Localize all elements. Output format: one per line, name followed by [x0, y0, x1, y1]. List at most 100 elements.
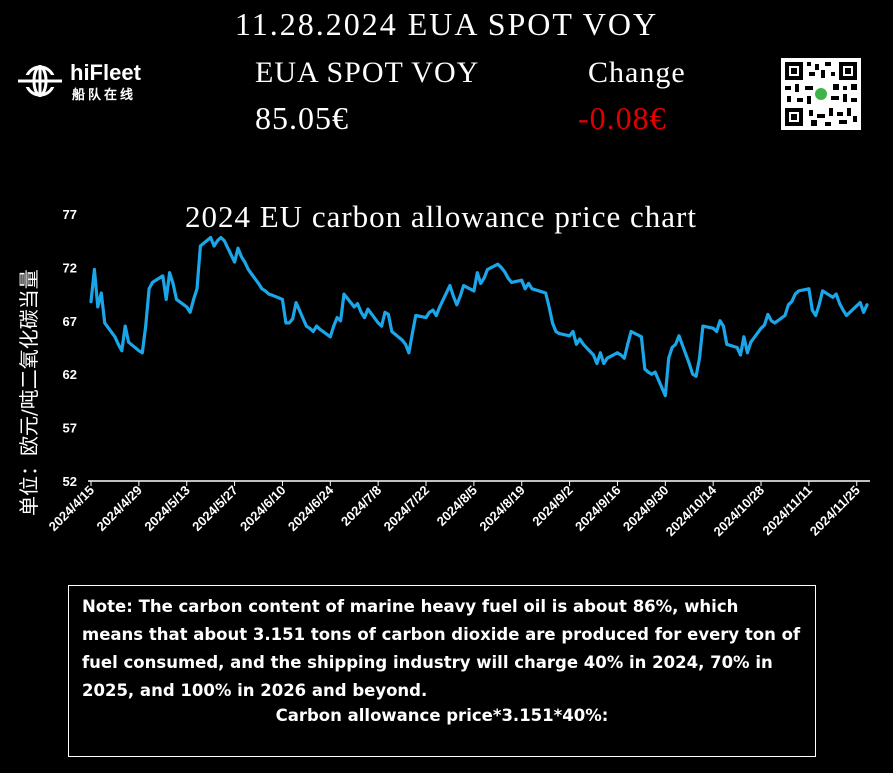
price-point: [722, 324, 725, 328]
spot-label: EUA SPOT VOY: [255, 56, 480, 89]
price-point: [763, 323, 766, 327]
price-point: [503, 270, 506, 274]
price-point: [311, 330, 315, 333]
price-point: [739, 353, 742, 357]
price-point: [363, 316, 366, 319]
price-point: [479, 282, 483, 285]
price-series-line: [89, 235, 869, 398]
price-point: [523, 287, 527, 291]
price-point: [99, 291, 103, 295]
price-point: [434, 314, 438, 317]
price-point: [448, 284, 452, 287]
x-tick-label: 2024/9/2: [529, 483, 575, 529]
price-point: [263, 289, 267, 293]
price-point: [581, 342, 585, 346]
price-point: [677, 334, 681, 338]
note-box: [68, 585, 816, 757]
y-tick-label: 57: [63, 421, 77, 436]
price-point: [120, 349, 124, 353]
x-tick-label: 2024/4/29: [93, 483, 145, 535]
price-point: [626, 342, 630, 346]
price-point: [127, 340, 130, 344]
price-point: [455, 303, 459, 307]
price-point: [862, 310, 865, 314]
price-point: [192, 298, 196, 301]
price-point: [817, 303, 821, 307]
price-point: [814, 314, 818, 317]
price-point: [438, 305, 442, 309]
price-point: [431, 308, 435, 312]
price-point: [691, 372, 695, 376]
price-point: [164, 298, 168, 301]
price-point: [328, 335, 332, 339]
price-point: [486, 268, 489, 271]
price-point: [557, 332, 561, 335]
price-point: [711, 326, 715, 330]
price-point: [742, 335, 746, 339]
price-point: [366, 307, 370, 311]
price-point: [359, 310, 363, 314]
price-point: [294, 301, 298, 304]
price-point: [185, 305, 189, 309]
price-point: [749, 340, 753, 344]
price-point: [578, 337, 582, 341]
price-point: [209, 236, 213, 239]
price-point: [845, 314, 848, 317]
note-formula: Carbon allowance price*3.151*40%:: [275, 706, 609, 725]
price-point: [339, 319, 342, 323]
price-point: [831, 295, 835, 299]
price-point: [534, 288, 537, 292]
y-tick-label: 77: [63, 207, 77, 222]
price-point: [216, 239, 219, 243]
price-point: [308, 326, 312, 330]
price-point: [735, 346, 739, 349]
price-point: [281, 298, 284, 301]
price-point: [646, 370, 650, 374]
price-point: [592, 353, 595, 357]
globe-icon: [18, 65, 62, 97]
price-point: [670, 346, 674, 349]
y-tick-label: 62: [63, 367, 77, 382]
y-tick-label: 67: [63, 314, 77, 329]
price-point: [147, 287, 151, 291]
x-tick-label: 2024/10/28: [711, 483, 768, 540]
price-point: [175, 298, 178, 301]
price-point: [458, 294, 462, 298]
price-point: [260, 287, 264, 291]
y-tick-label: 52: [63, 474, 77, 489]
price-point: [171, 282, 175, 285]
price-point: [424, 316, 428, 319]
price-point: [568, 334, 571, 338]
x-tick-label: 2024/9/16: [572, 483, 624, 535]
price-point: [718, 319, 722, 323]
price-point: [123, 324, 127, 328]
chart-title: 2024 EU carbon allowance price chart: [185, 199, 697, 234]
price-point: [144, 324, 148, 328]
qr-code-icon: [781, 58, 861, 130]
price-point: [547, 305, 551, 309]
price-point: [219, 236, 223, 239]
price-point: [640, 335, 643, 339]
change-value: -0.08€: [578, 100, 667, 136]
price-point: [472, 289, 476, 293]
price-point: [462, 284, 465, 287]
price-point: [807, 287, 811, 291]
price-point: [383, 310, 387, 314]
price-point: [746, 351, 749, 355]
price-point: [188, 310, 192, 314]
price-point: [428, 310, 431, 314]
price-point: [855, 304, 859, 308]
price-point: [499, 266, 503, 269]
price-point: [571, 330, 575, 333]
price-point: [554, 330, 558, 333]
price-point: [414, 314, 418, 317]
price-point: [496, 262, 500, 266]
y-tick-label: 72: [63, 260, 77, 275]
y-axis-label-container: 单位：欧元/吨二氧化碳当量: [17, 269, 41, 516]
price-point: [168, 271, 172, 275]
price-point: [599, 351, 602, 355]
x-tick-label: 2024/11/11: [759, 483, 815, 539]
price-point: [701, 324, 705, 328]
x-tick-label: 2024/5/27: [189, 483, 241, 535]
price-point: [629, 330, 633, 333]
